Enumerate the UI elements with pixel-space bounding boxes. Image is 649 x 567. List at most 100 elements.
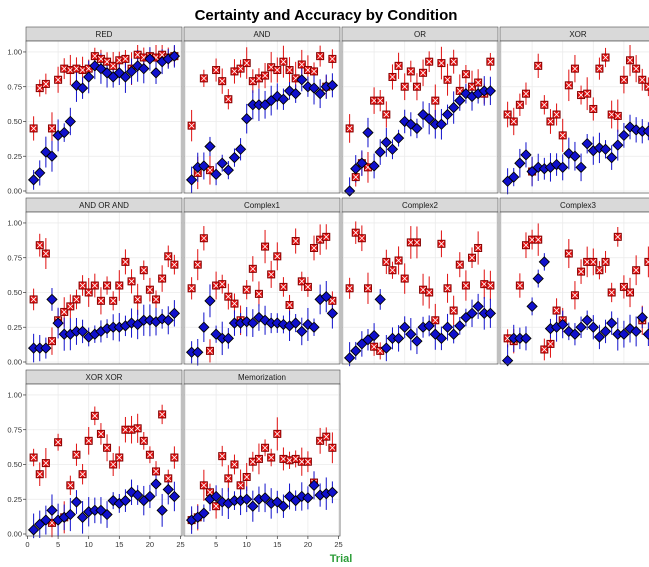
certainty-point [218,280,227,289]
certainty-point [121,54,130,63]
accuracy-point [40,514,52,526]
certainty-point-cross [358,235,365,242]
accuracy-point [411,122,423,135]
certainty-point [261,443,270,452]
accuracy-point [132,489,144,501]
certainty-point-cross [225,475,232,482]
certainty-point [248,77,257,86]
certainty-point-cross [116,282,123,289]
certainty-point [486,57,495,66]
certainty-point-cross [311,68,317,75]
certainty-point-cross [504,335,511,342]
certainty-point [619,75,628,84]
certainty-point-cross [219,78,226,85]
certainty-point-cross [621,76,627,83]
certainty-point [370,342,379,351]
certainty-point-cross [286,67,293,73]
certainty-point-cross [243,474,250,480]
accuracy-point [435,118,448,130]
certainty-point [310,67,319,76]
accuracy-point [58,126,70,139]
x-tick-label: 10 [85,540,93,549]
certainty-point [35,470,44,479]
certainty-point [468,82,477,91]
certainty-point [515,100,524,109]
certainty-point-cross [36,471,43,478]
certainty-point [29,124,38,133]
panel-border [183,211,341,365]
certainty-point [357,234,366,243]
certainty-point [534,61,543,70]
certainty-point-cross [305,458,311,465]
certainty-point [521,89,530,98]
y-tick-label: 1.00 [7,391,22,400]
certainty-point [158,410,167,419]
certainty-point-cross [231,461,238,468]
certainty-point-cross [225,96,232,103]
certainty-point-cross [91,412,98,419]
certainty-point [115,281,124,290]
certainty-point-cross [565,82,572,89]
certainty-point-cross [475,79,482,86]
accuracy-point [557,318,569,331]
accuracy-point [454,94,466,107]
certainty-point [316,52,325,61]
x-tick-label: 0 [25,540,29,549]
certainty-point-cross [444,285,451,292]
certainty-point-cross [85,289,92,296]
certainty-point [644,257,649,266]
certainty-point [351,173,360,182]
facet-panel: Complex1 [183,197,341,366]
certainty-point [285,66,294,75]
accuracy-point [526,300,538,313]
certainty-point [546,117,555,126]
certainty-point [601,53,610,62]
certainty-point-cross [110,62,117,69]
certainty-point [139,436,148,445]
accuracy-point [618,129,630,142]
certainty-point-cross [104,58,110,65]
certainty-point-cross [395,257,402,264]
certainty-point-cross [73,451,80,458]
certainty-point-cross [213,282,219,289]
certainty-point [443,75,452,84]
certainty-point [35,84,44,93]
accuracy-point [198,321,210,333]
certainty-point [564,249,573,258]
certainty-point-cross [444,76,451,83]
certainty-point-cross [122,56,129,62]
accuracy-point [216,157,228,169]
certainty-point [121,425,130,434]
accuracy-point [454,320,466,332]
accuracy-point [557,161,569,173]
certainty-point-cross [110,297,117,304]
certainty-point-cross [79,282,86,289]
facet-strip-label: XOR XOR [86,373,123,382]
certainty-point-cross [420,286,426,293]
certainty-point-cross [475,245,482,251]
accuracy-point [76,511,89,523]
certainty-point [595,64,604,73]
x-tick-label: 15 [115,540,123,549]
panel-border [499,40,649,194]
certainty-point [90,281,99,290]
certainty-point-cross [280,284,287,290]
certainty-point-cross [383,259,390,265]
accuracy-point [247,317,259,329]
certainty-point-cross [329,444,336,451]
accuracy-point [46,150,58,162]
certainty-point [285,300,294,309]
accuracy-point [210,490,222,503]
certainty-point-cross [407,68,414,75]
certainty-point-cross [547,118,554,125]
panel-border [341,211,499,365]
certainty-point [109,296,118,305]
accuracy-point [374,293,386,306]
chart-title: Certainty and Accuracy by Condition [195,7,458,24]
certainty-point-cross [584,90,591,97]
accuracy-point [350,163,362,175]
certainty-point-cross [311,245,317,251]
accuracy-point [618,328,630,340]
certainty-point [103,281,112,290]
certainty-point-cross [188,122,195,129]
